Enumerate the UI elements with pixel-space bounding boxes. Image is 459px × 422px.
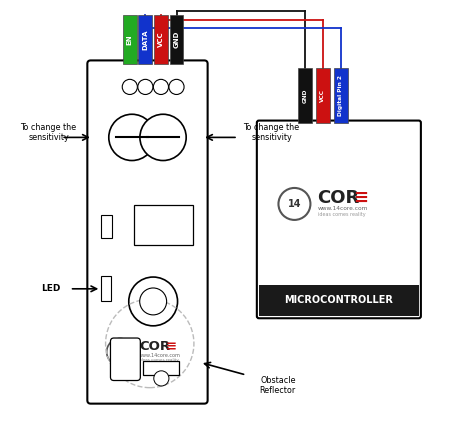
Text: To change the
sensitivity: To change the sensitivity — [21, 123, 77, 142]
Text: VCC: VCC — [320, 89, 325, 102]
Circle shape — [109, 114, 155, 160]
Bar — [169, 16, 184, 64]
Text: MICROCONTROLLER: MICROCONTROLLER — [285, 295, 393, 306]
Circle shape — [153, 79, 168, 95]
Text: ≡: ≡ — [166, 341, 177, 353]
Text: Digital Pin 2: Digital Pin 2 — [338, 75, 343, 116]
Text: VCC: VCC — [158, 32, 164, 47]
Text: www.14core.com: www.14core.com — [139, 353, 181, 358]
Circle shape — [138, 79, 153, 95]
Bar — [259, 284, 419, 316]
Circle shape — [129, 277, 178, 326]
Text: COR: COR — [139, 341, 170, 353]
Bar — [139, 16, 152, 64]
Bar — [101, 276, 112, 301]
Text: COR: COR — [318, 189, 360, 207]
Text: ≡: ≡ — [353, 189, 369, 207]
Bar — [134, 205, 193, 245]
Circle shape — [122, 79, 137, 95]
Circle shape — [169, 79, 184, 95]
Bar — [143, 361, 179, 375]
Bar — [334, 68, 348, 123]
Text: 14: 14 — [114, 347, 126, 357]
Text: Obstacle
Reflector: Obstacle Reflector — [260, 376, 296, 395]
Circle shape — [140, 114, 186, 160]
Bar — [298, 68, 312, 123]
Text: GND: GND — [174, 31, 179, 48]
Bar — [154, 16, 168, 64]
Bar — [123, 16, 137, 64]
Text: www.14core.com: www.14core.com — [318, 206, 368, 211]
Bar — [101, 215, 112, 238]
Text: LED: LED — [41, 284, 61, 293]
Circle shape — [279, 188, 310, 220]
FancyBboxPatch shape — [111, 338, 140, 381]
Text: 14: 14 — [288, 199, 301, 209]
Text: DATA: DATA — [142, 30, 148, 50]
Bar — [316, 68, 330, 123]
Text: ideas comes reality: ideas comes reality — [139, 358, 179, 362]
FancyBboxPatch shape — [257, 121, 421, 318]
Text: ideas comes reality: ideas comes reality — [318, 212, 365, 217]
Text: EN: EN — [127, 34, 133, 45]
Circle shape — [154, 371, 169, 386]
Circle shape — [106, 338, 134, 365]
Text: To change the
sensitivity: To change the sensitivity — [243, 123, 300, 142]
FancyBboxPatch shape — [87, 60, 207, 403]
Circle shape — [140, 288, 167, 315]
Text: GND: GND — [302, 88, 307, 103]
